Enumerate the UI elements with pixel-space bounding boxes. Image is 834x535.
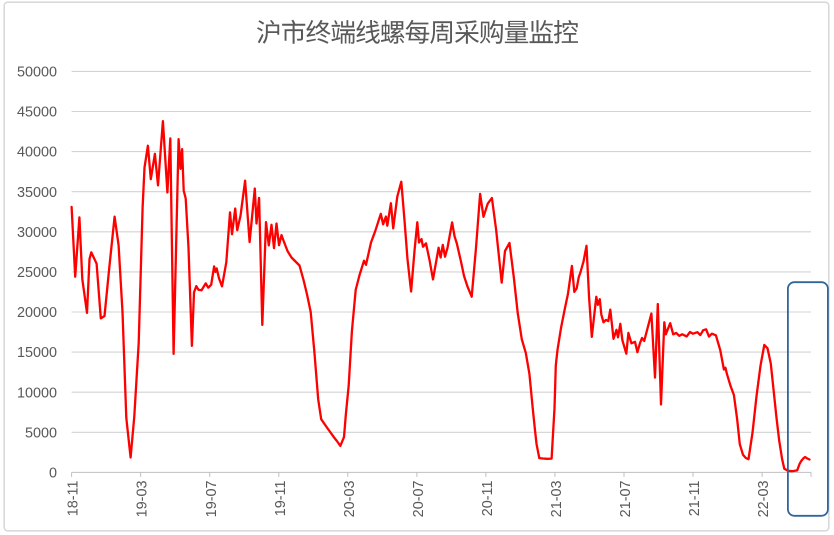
- svg-text:22-03: 22-03: [756, 481, 772, 518]
- svg-text:18-11: 18-11: [66, 481, 82, 517]
- svg-text:20000: 20000: [17, 305, 57, 321]
- svg-text:19-03: 19-03: [135, 481, 151, 518]
- svg-text:21-11: 21-11: [687, 481, 703, 517]
- svg-text:20-07: 20-07: [411, 481, 427, 518]
- svg-text:40000: 40000: [17, 145, 57, 161]
- svg-text:10000: 10000: [17, 385, 57, 401]
- svg-text:45000: 45000: [17, 105, 57, 121]
- svg-text:30000: 30000: [17, 225, 57, 241]
- svg-text:21-07: 21-07: [618, 481, 634, 518]
- svg-text:25000: 25000: [17, 265, 57, 281]
- svg-text:19-07: 19-07: [204, 481, 220, 518]
- svg-text:21-03: 21-03: [549, 481, 565, 518]
- svg-text:0: 0: [49, 466, 57, 482]
- svg-text:5000: 5000: [25, 425, 57, 441]
- svg-text:19-11: 19-11: [273, 481, 289, 517]
- svg-text:20-03: 20-03: [342, 481, 358, 518]
- svg-text:35000: 35000: [17, 185, 57, 201]
- svg-text:50000: 50000: [17, 65, 57, 81]
- svg-text:15000: 15000: [17, 345, 57, 361]
- svg-text:20-11: 20-11: [480, 481, 496, 517]
